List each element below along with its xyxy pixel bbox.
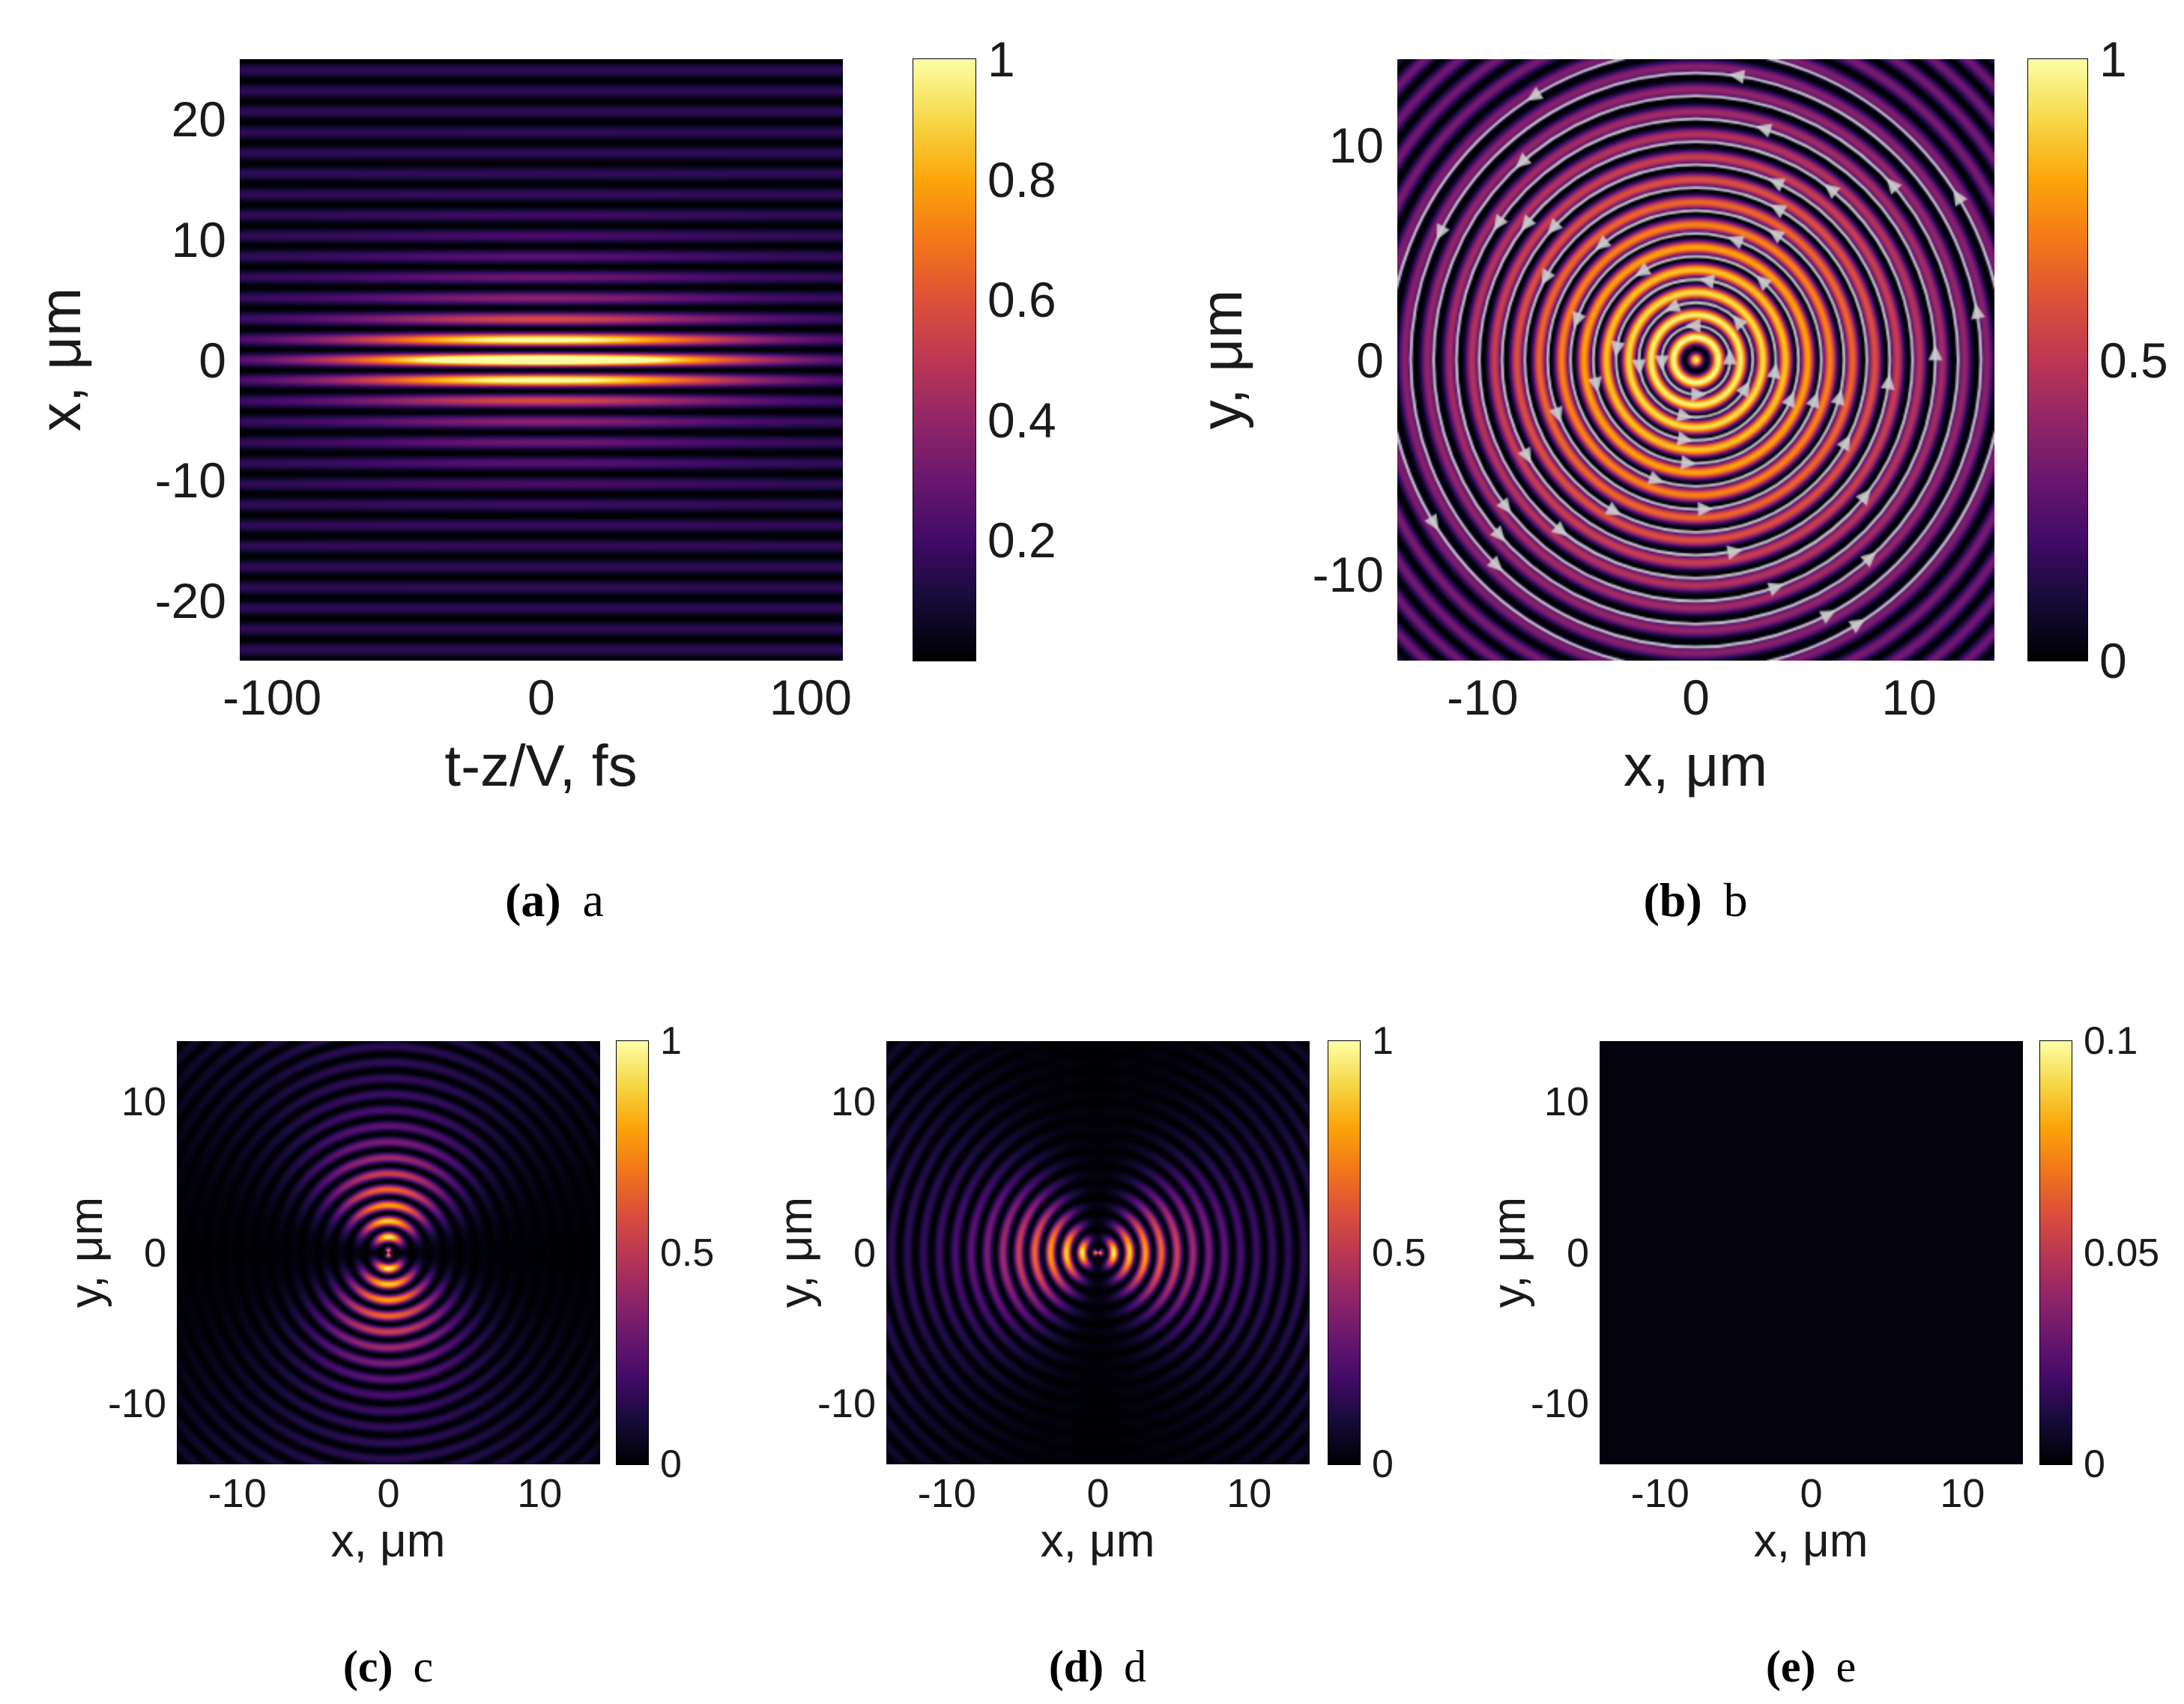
tick-label: 10 (517, 1471, 563, 1516)
colorbar-b (2027, 58, 2088, 661)
tick-label: 0 (2084, 1443, 2105, 1486)
tick-label: 10 (121, 1079, 166, 1124)
caption-c: (c) c (343, 1644, 433, 1689)
panel-b-ylabel: y, μm (1188, 289, 1254, 430)
tick-label: 0 (1086, 1471, 1110, 1516)
panel-a-xlabel: t-z/V, fs (444, 733, 638, 798)
tick-label: 1 (1372, 1019, 1394, 1063)
tick-label: 0 (853, 1230, 876, 1276)
tick-label: 10 (1328, 117, 1384, 173)
tick-label: 0.2 (987, 512, 1056, 568)
colorbar-a (913, 58, 976, 661)
tick-label: 0 (1800, 1471, 1823, 1516)
panel-d-xlabel: x, μm (1040, 1515, 1155, 1567)
panel-a-ylabel: x, μm (27, 287, 93, 432)
caption-d: (d) d (1049, 1644, 1146, 1689)
colorbar-e (2039, 1040, 2072, 1465)
caption-b-text: b (1723, 873, 1748, 927)
tick-label: -10 (1630, 1471, 1690, 1516)
panel-c-xlabel: x, μm (330, 1515, 446, 1567)
tick-label: 10 (1543, 1079, 1589, 1124)
tick-label: 10 (1940, 1471, 1985, 1516)
tick-label: 0 (660, 1443, 682, 1486)
panel-d-ylabel: y, μm (770, 1196, 822, 1309)
caption-b: (b) b (1643, 876, 1747, 924)
colorbar-c (616, 1040, 649, 1465)
heatmap-d (886, 1041, 1310, 1464)
tick-label: 10 (1226, 1471, 1272, 1516)
caption-a-tag: (a) (505, 873, 561, 927)
tick-label: -10 (154, 452, 226, 509)
tick-label: -100 (223, 670, 322, 725)
tick-label: 0 (199, 332, 226, 388)
tick-label: 0.6 (987, 272, 1056, 328)
tick-label: 1 (2099, 31, 2127, 87)
tick-label: -10 (107, 1381, 166, 1427)
tick-label: 0 (527, 670, 555, 725)
tick-label: 0 (143, 1230, 166, 1276)
tick-label: -10 (1530, 1381, 1589, 1427)
caption-a: (a) a (505, 876, 604, 924)
colorbar-d (1328, 1040, 1361, 1465)
tick-label: 0 (1566, 1230, 1589, 1276)
panel-c-ylabel: y, μm (61, 1196, 112, 1309)
caption-a-text: a (582, 873, 604, 927)
tick-label: -10 (1447, 670, 1519, 725)
tick-label: 0 (377, 1471, 400, 1516)
caption-b-tag: (b) (1643, 873, 1702, 927)
tick-label: 10 (171, 211, 226, 267)
caption-e-text: e (1836, 1642, 1857, 1691)
tick-label: 0.4 (987, 392, 1056, 448)
tick-label: 0 (1682, 670, 1710, 725)
tick-label: 0.5 (2099, 332, 2168, 388)
tick-label: -10 (817, 1381, 876, 1427)
panel-e-ylabel: y, μm (1483, 1196, 1535, 1309)
heatmap-b (1397, 59, 1994, 661)
tick-label: 0 (1356, 332, 1384, 388)
tick-label: 0.5 (1372, 1231, 1427, 1275)
heatmap-c (177, 1041, 600, 1464)
caption-d-text: d (1124, 1642, 1147, 1691)
caption-d-tag: (d) (1048, 1642, 1104, 1691)
tick-label: 10 (830, 1079, 876, 1124)
tick-label: 20 (171, 91, 226, 148)
tick-label: -10 (917, 1471, 976, 1516)
tick-label: 10 (1881, 670, 1937, 725)
tick-label: 1 (660, 1019, 682, 1063)
tick-label: 0 (1372, 1443, 1394, 1486)
tick-label: -10 (208, 1471, 267, 1516)
heatmap-a (240, 59, 843, 661)
caption-c-text: c (413, 1642, 434, 1691)
tick-label: -20 (154, 572, 226, 628)
panel-e-xlabel: x, μm (1753, 1515, 1869, 1567)
tick-label: 1 (987, 31, 1015, 87)
caption-c-tag: (c) (342, 1642, 393, 1691)
tick-label: 0.8 (987, 151, 1056, 207)
tick-label: -10 (1312, 547, 1384, 603)
tick-label: 0.5 (660, 1231, 715, 1275)
panel-b-xlabel: x, μm (1623, 733, 1768, 798)
caption-e: (e) e (1766, 1644, 1856, 1689)
tick-label: 0.05 (2084, 1231, 2160, 1275)
caption-e-tag: (e) (1765, 1642, 1816, 1691)
heatmap-e (1600, 1041, 2023, 1464)
tick-label: 0 (2099, 633, 2127, 688)
tick-label: 0.1 (2084, 1019, 2138, 1063)
tick-label: 100 (769, 670, 852, 725)
